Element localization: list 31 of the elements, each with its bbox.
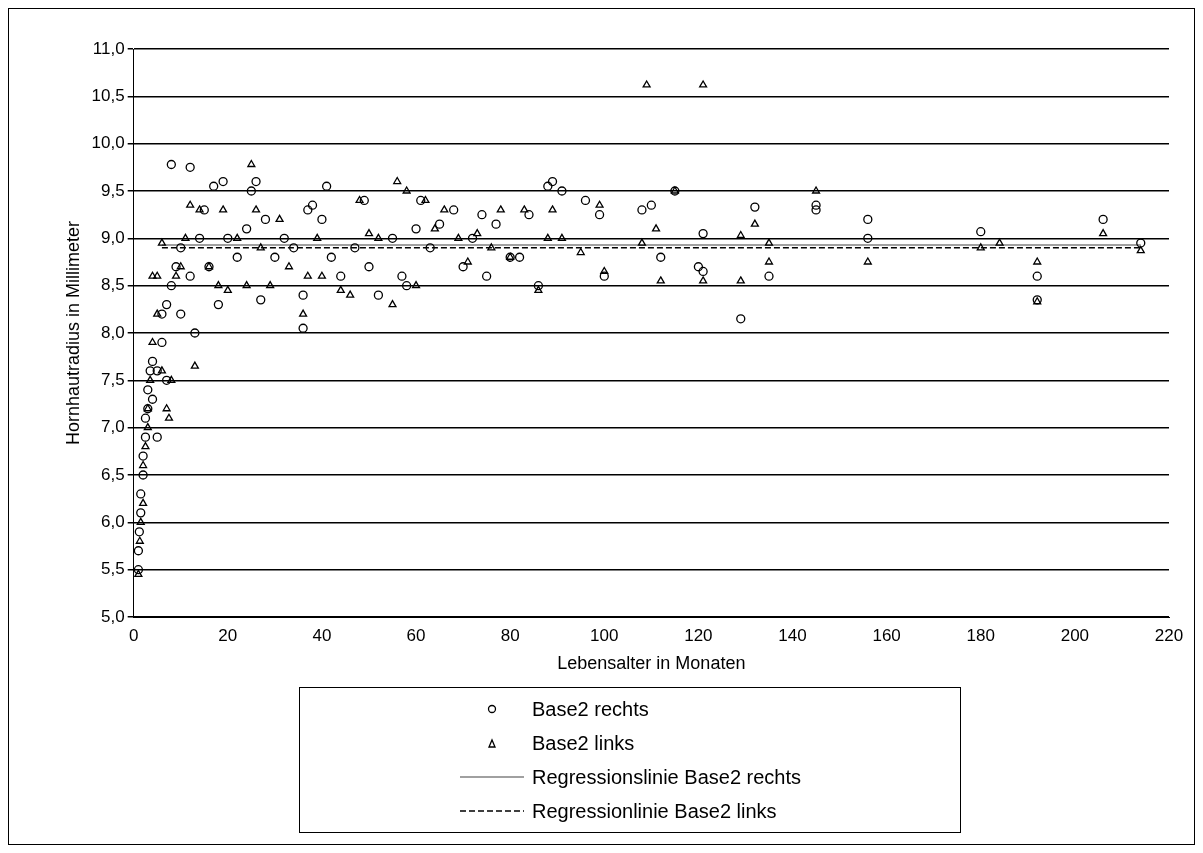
- x-tick-label: 100: [590, 625, 619, 645]
- y-tick-label: 10,0: [91, 133, 125, 153]
- y-tick-label: 5,0: [101, 606, 125, 626]
- y-tick-label: 7,0: [101, 417, 125, 437]
- x-tick-label: 80: [500, 625, 520, 645]
- x-tick-label: 40: [312, 625, 332, 645]
- y-tick-label: 5,5: [101, 559, 125, 579]
- y-tick-label: 7,5: [101, 370, 125, 390]
- y-tick-label: 8,5: [101, 275, 125, 295]
- x-tick-label: 0: [128, 625, 139, 645]
- x-tick-label: 20: [218, 625, 238, 645]
- y-tick-label: 11,0: [92, 38, 125, 58]
- y-axis-title: Hornhautradius in Millimeter: [62, 220, 83, 446]
- y-tick-label: 9,0: [101, 228, 125, 248]
- y-tick-label: 8,0: [101, 322, 125, 342]
- x-tick-label: 200: [1060, 625, 1090, 645]
- legend-label: Regressionslinie Base2 rechts: [532, 765, 802, 789]
- x-tick-label: 220: [1154, 625, 1184, 645]
- y-tick-label: 10,5: [91, 86, 125, 106]
- x-tick-label: 140: [778, 625, 807, 645]
- x-tick-label: 120: [684, 625, 713, 645]
- x-tick-label: 60: [406, 625, 426, 645]
- y-tick-label: 9,5: [101, 180, 125, 200]
- legend-label: Base2 rechts: [532, 697, 649, 721]
- x-tick-label: 160: [872, 625, 901, 645]
- y-tick-label: 6,0: [101, 512, 125, 532]
- legend-label: Base2 links: [532, 731, 635, 755]
- x-tick-label: 180: [966, 625, 995, 645]
- legend-label: Regressionlinie Base2 links: [532, 799, 777, 823]
- x-axis-title: Lebensalter in Monaten: [557, 653, 746, 674]
- y-tick-label: 6,5: [101, 464, 125, 484]
